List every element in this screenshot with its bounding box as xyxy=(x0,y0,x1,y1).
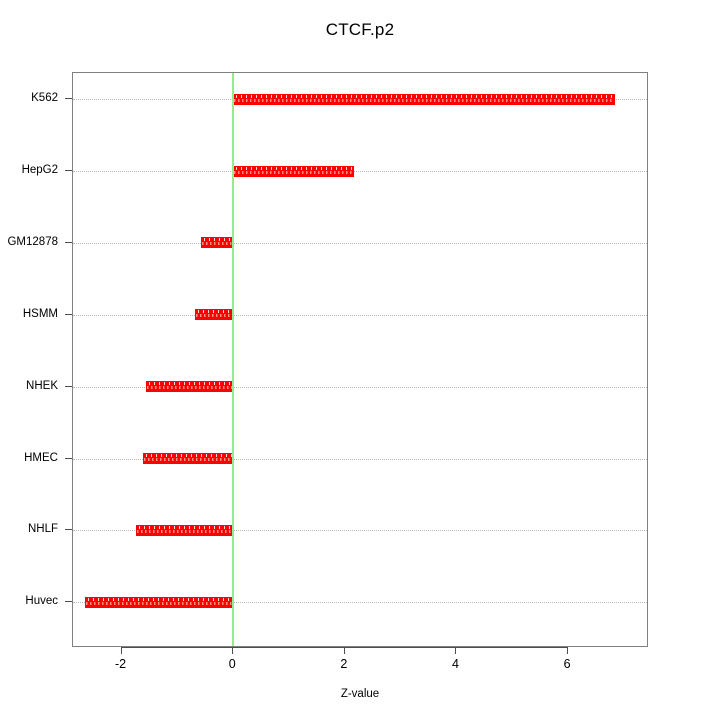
x-tick xyxy=(120,647,122,654)
x-tick xyxy=(343,647,345,654)
grid-line xyxy=(73,602,647,604)
bar-pattern xyxy=(143,458,233,462)
grid-line xyxy=(73,530,647,532)
y-tick xyxy=(65,385,72,387)
zero-reference-line xyxy=(232,73,235,646)
x-tick xyxy=(567,647,569,654)
bar-pattern xyxy=(137,529,233,533)
y-tick xyxy=(65,241,72,243)
y-tick xyxy=(65,313,72,315)
y-tick-label-hsmm: HSMM xyxy=(22,307,58,320)
x-tick xyxy=(232,647,234,654)
x-tick-label: 6 xyxy=(563,657,571,671)
plot-area xyxy=(73,73,647,646)
bar-pattern xyxy=(85,601,233,605)
bar-hsmm xyxy=(194,309,234,321)
y-tick-label-nhlf: NHLF xyxy=(27,523,58,536)
bar-pattern xyxy=(202,242,233,246)
grid-line xyxy=(73,314,647,316)
bar-hmec xyxy=(142,453,234,465)
bar-pattern xyxy=(195,314,233,318)
y-tick-label-huvec: Huvec xyxy=(25,595,58,608)
bar-hepg2 xyxy=(233,165,355,177)
bar-gm12878 xyxy=(201,237,234,249)
chart-title: CTCF.p2 xyxy=(325,20,395,39)
bar-nhek xyxy=(146,381,234,393)
y-tick-label-hmec: HMEC xyxy=(24,451,58,464)
y-tick xyxy=(65,457,72,459)
plot-frame xyxy=(72,72,648,647)
x-tick-label: 4 xyxy=(451,657,459,671)
x-tick-label: -2 xyxy=(114,657,127,671)
y-tick xyxy=(65,98,72,100)
grid-line xyxy=(73,386,647,388)
bar-k562 xyxy=(233,93,616,105)
y-tick xyxy=(65,601,72,603)
y-tick-label-gm12878: GM12878 xyxy=(7,235,58,248)
grid-line xyxy=(73,171,647,173)
bar-pattern xyxy=(234,98,615,102)
x-tick-label: 0 xyxy=(228,657,236,671)
grid-line xyxy=(73,458,647,460)
y-tick xyxy=(65,170,72,172)
y-tick xyxy=(65,529,72,531)
grid-line xyxy=(73,242,647,244)
x-axis-line xyxy=(120,647,568,648)
y-tick-label-nhek: NHEK xyxy=(26,379,58,392)
y-tick-label-k562: K562 xyxy=(31,92,58,105)
bar-huvec xyxy=(84,596,234,608)
x-axis-title: Z-value xyxy=(340,688,380,700)
x-tick xyxy=(455,647,457,654)
bar-pattern xyxy=(147,386,233,390)
bar-nhlf xyxy=(136,524,234,536)
y-tick-label-hepg2: HepG2 xyxy=(21,164,58,177)
x-tick-label: 2 xyxy=(340,657,348,671)
bar-pattern xyxy=(234,170,354,174)
